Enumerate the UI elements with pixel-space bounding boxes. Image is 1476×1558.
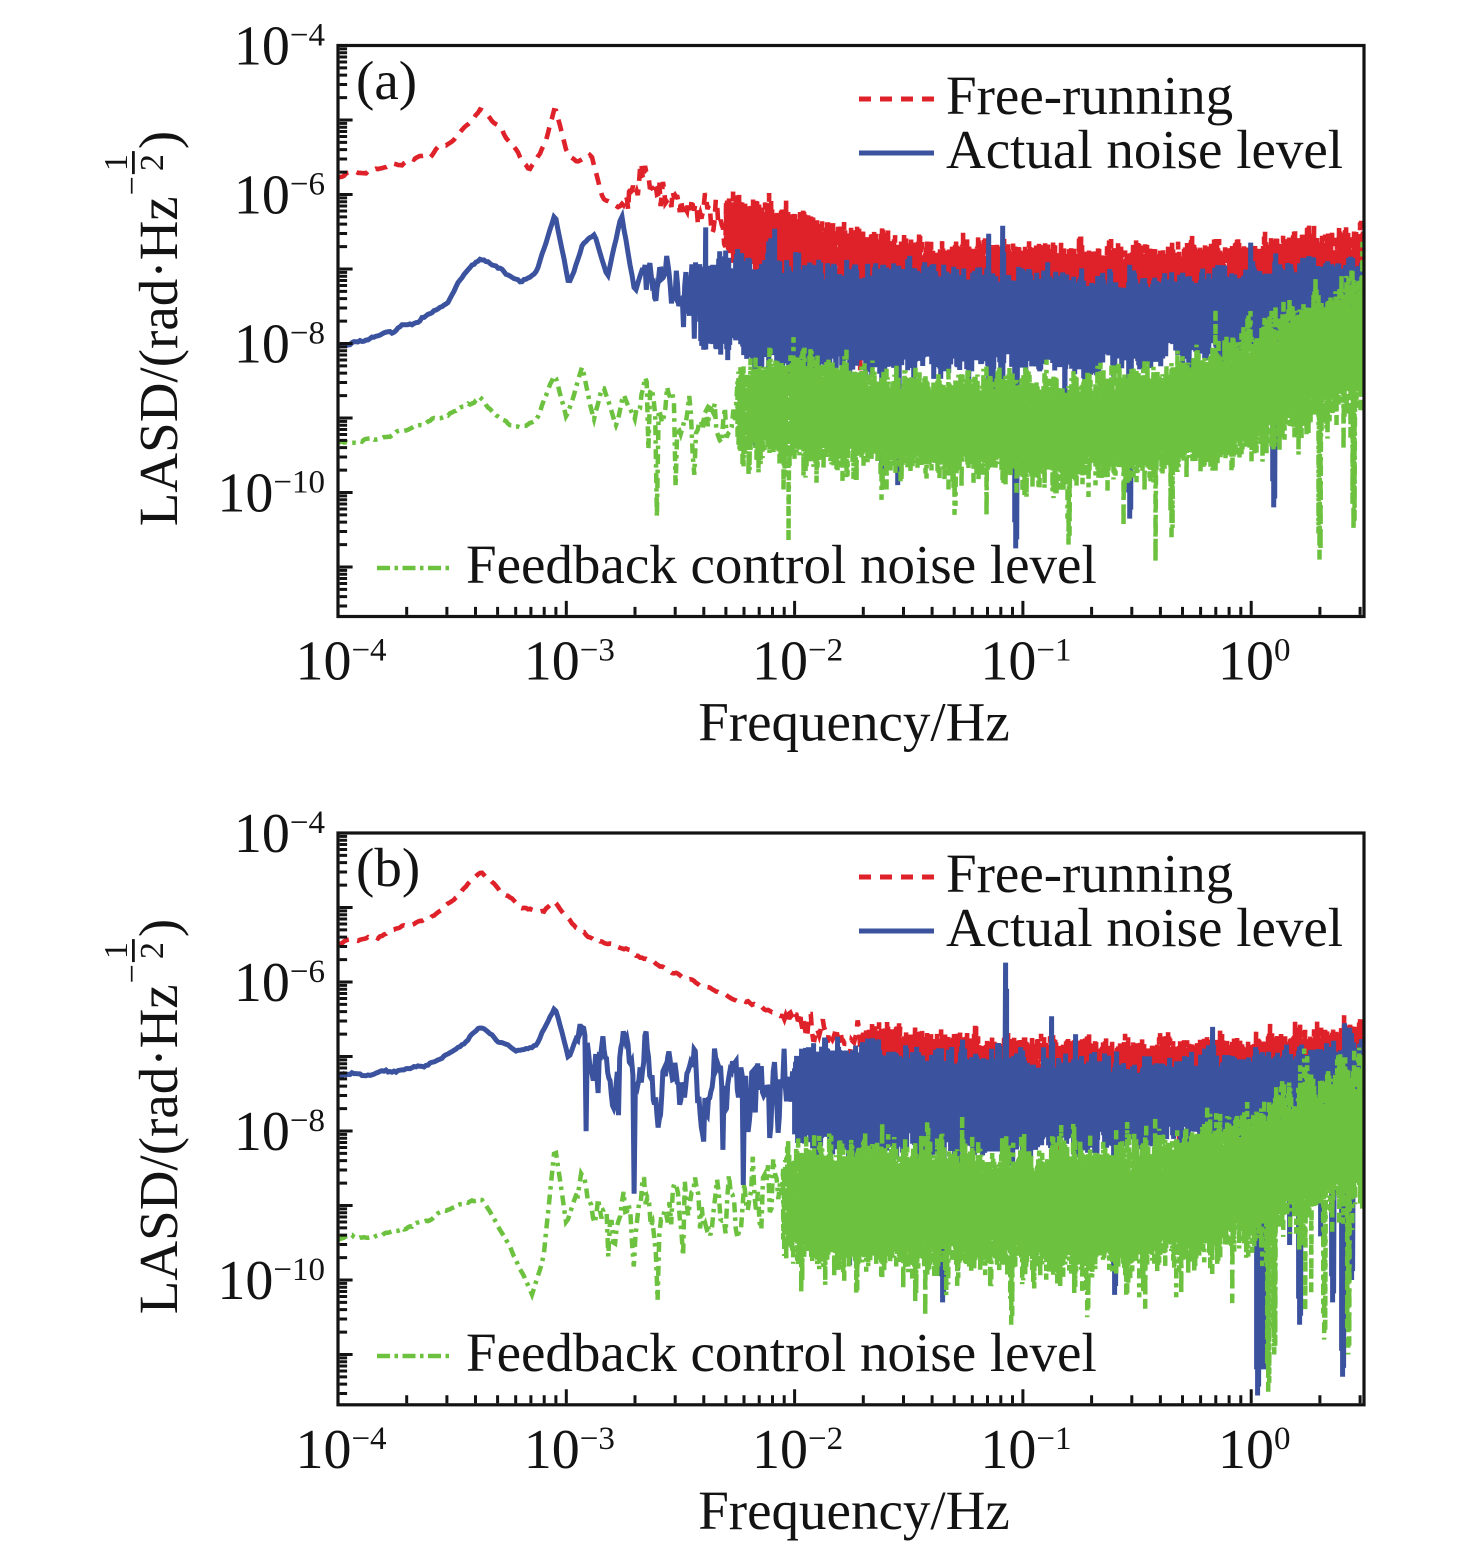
svg-text:1: 1 [98, 154, 135, 171]
svg-text:Frequency/Hz: Frequency/Hz [698, 692, 1010, 753]
svg-text:2: 2 [134, 154, 171, 171]
svg-text:10−2: 10−2 [752, 1419, 843, 1481]
svg-text:Frequency/Hz: Frequency/Hz [698, 1480, 1010, 1541]
svg-text:): ) [128, 131, 189, 149]
svg-text:100: 100 [1218, 1419, 1291, 1481]
svg-text:Actual noise level: Actual noise level [946, 897, 1343, 958]
svg-text:10−6: 10−6 [234, 952, 325, 1014]
svg-text:1: 1 [98, 942, 135, 959]
svg-text:LASD/(rad·Hz: LASD/(rad·Hz [128, 984, 189, 1314]
svg-text:Free-running: Free-running [946, 65, 1233, 126]
svg-text:): ) [128, 919, 189, 937]
svg-text:10−3: 10−3 [524, 631, 615, 693]
svg-text:10−6: 10−6 [234, 165, 325, 227]
svg-text:(b): (b) [356, 837, 420, 898]
svg-text:−: − [114, 176, 151, 195]
svg-text:Feedback control noise level: Feedback control noise level [466, 1322, 1097, 1383]
svg-text:Actual noise level: Actual noise level [946, 119, 1343, 180]
svg-text:10−4: 10−4 [295, 1419, 386, 1481]
svg-text:2: 2 [134, 942, 171, 959]
svg-text:Feedback control noise level: Feedback control noise level [466, 534, 1097, 595]
svg-text:(a): (a) [356, 50, 417, 111]
svg-text:LASD/(rad·Hz: LASD/(rad·Hz [128, 196, 189, 526]
svg-text:Free-running: Free-running [946, 843, 1233, 904]
svg-text:−: − [114, 964, 151, 983]
